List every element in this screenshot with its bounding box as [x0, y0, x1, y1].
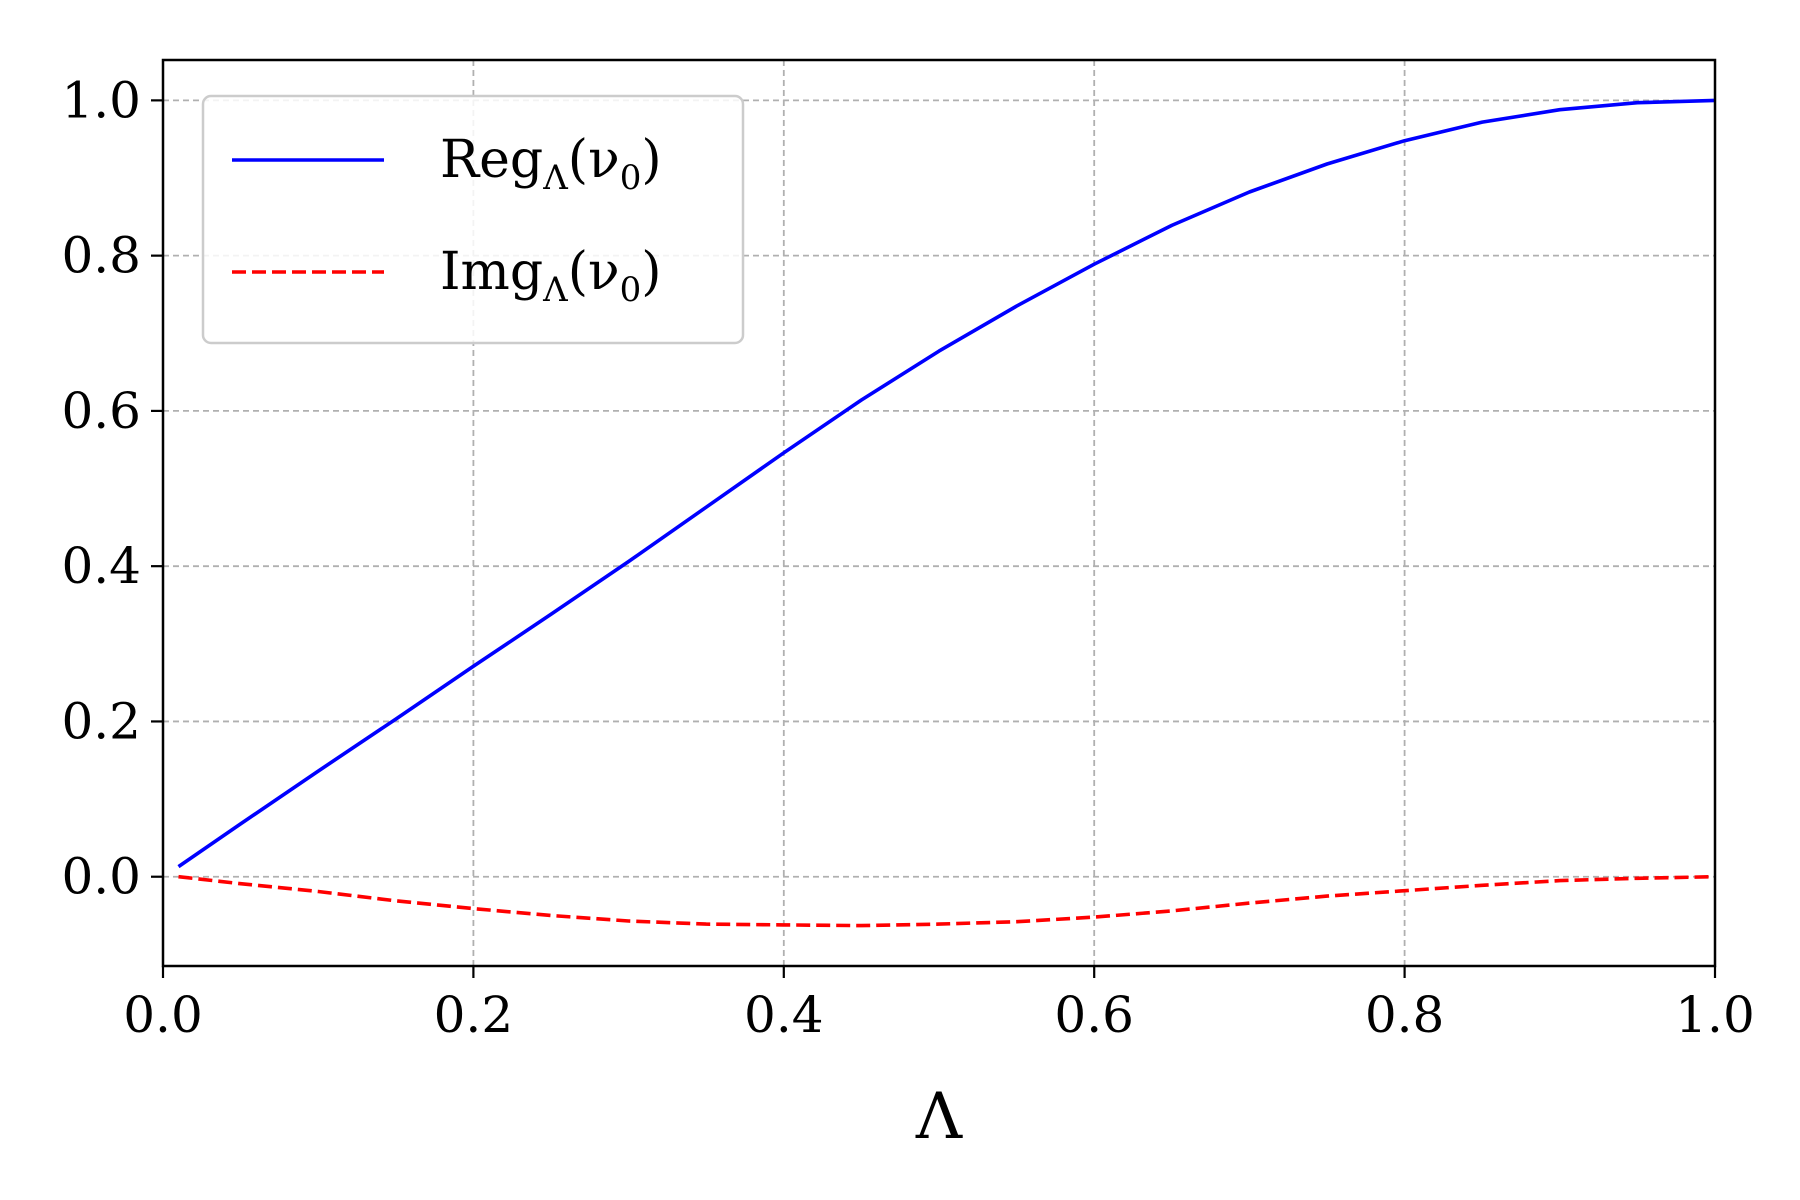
x-tick-label: 0.6 [1054, 986, 1134, 1044]
legend-label: ImgΛ(ν0) [440, 242, 662, 310]
x-tick-label: 0.4 [744, 986, 824, 1044]
x-tick-label: 1.0 [1675, 986, 1755, 1044]
y-tick-label: 0.2 [61, 692, 141, 750]
x-tick-label: 0.2 [434, 986, 514, 1044]
y-tick-label: 0.4 [61, 537, 141, 595]
x-tick-label: 0.0 [123, 986, 203, 1044]
y-tick-label: 1.0 [61, 71, 141, 129]
plot-frame [161, 58, 1717, 968]
axis-ticks: 0.0 0.2 0.4 0.6 0.8 1.0 0.0 0.2 0.4 0.6 0.8 1.0 [61, 71, 1754, 1044]
series-line-im [178, 874, 1716, 928]
x-axis-label: Λ [915, 1080, 963, 1154]
y-tick-label: 0.0 [61, 848, 141, 906]
series-lines [177, 98, 1716, 928]
legend-label: RegΛ(ν0) [440, 130, 662, 198]
x-tick-label: 0.8 [1365, 986, 1445, 1044]
legend-box [201, 94, 745, 345]
y-tick-label: 0.8 [61, 227, 141, 285]
legend: RegΛ(ν0) ImgΛ(ν0) [201, 94, 745, 345]
y-tick-label: 0.6 [61, 382, 141, 440]
series-line-re [177, 98, 1716, 869]
